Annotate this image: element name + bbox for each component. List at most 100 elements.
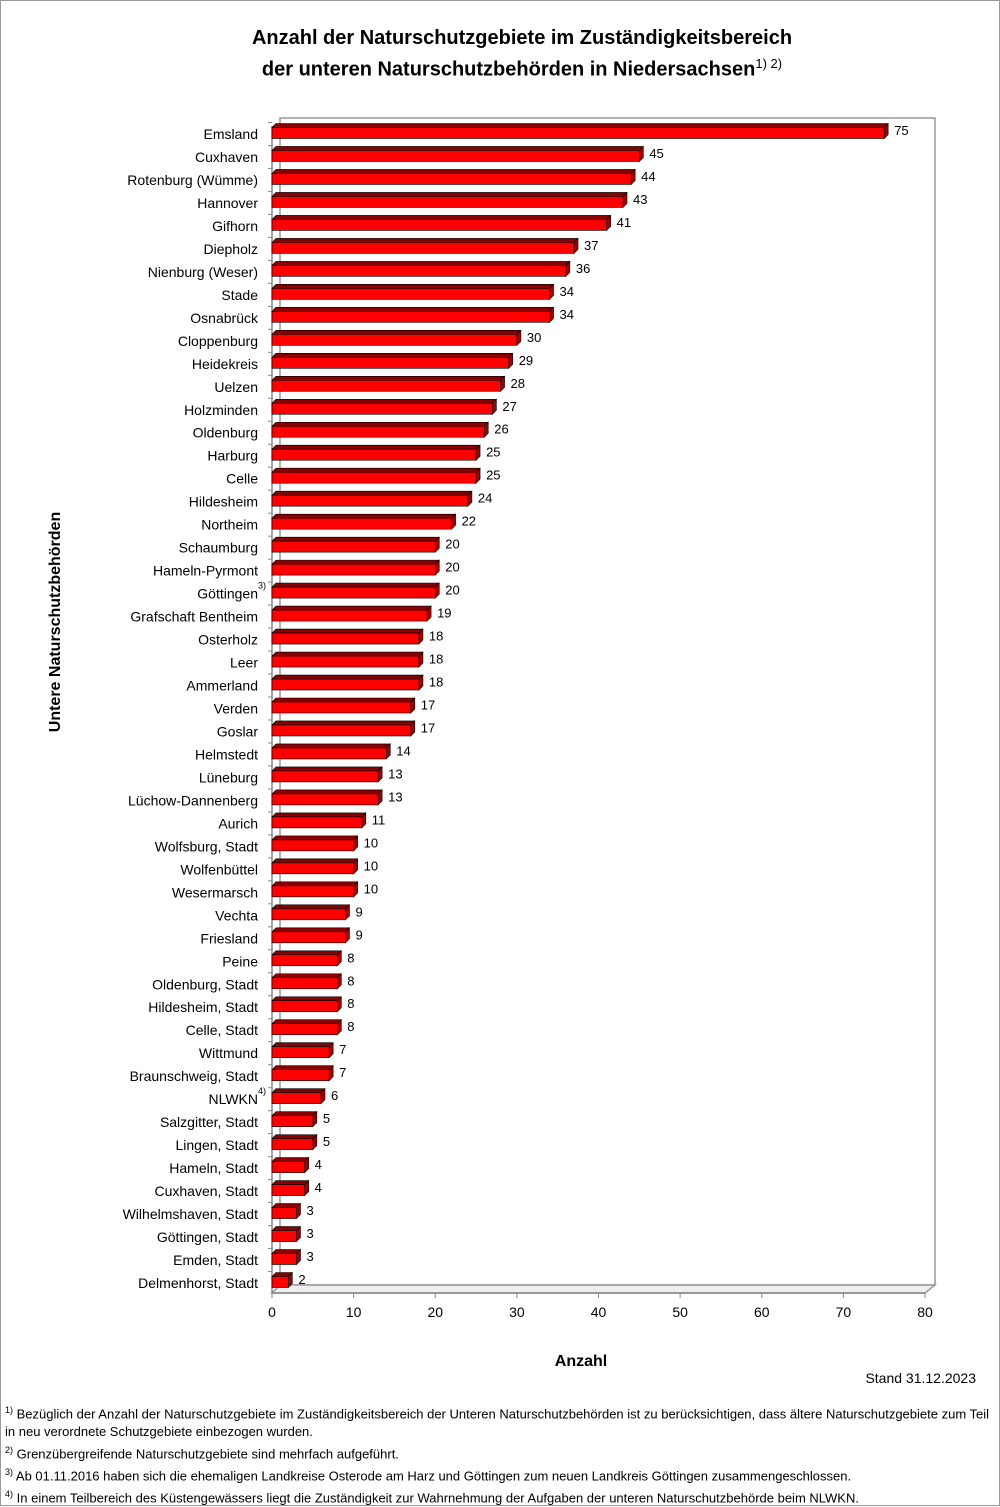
bar-top [271,421,489,427]
bar-top [271,674,424,680]
data-label: 10 [364,858,378,873]
category-label: Rotenburg (Wümme) [127,172,258,188]
data-label: 20 [445,537,459,552]
bar [271,1023,338,1036]
bar [271,196,624,208]
category-label: Grafschaft Bentheim [130,609,258,625]
x-tick-label: 30 [509,1304,525,1320]
bar-top [271,1249,302,1254]
bar [271,517,452,530]
bar [271,334,518,346]
footnote-mark: 3) [5,1467,14,1477]
category-label: Delmenhorst, Stadt [138,1275,258,1291]
category-label: Ammerland [186,678,258,694]
bar-top [271,284,555,289]
category-label: Wesermarsch [172,884,258,900]
x-tick-label: 10 [346,1304,362,1320]
bar [271,793,379,806]
bar-top [271,215,612,220]
title-text: der unteren Naturschutzbehörden in Niede… [261,58,756,81]
data-label: 17 [421,698,435,713]
category-label: Northeim [201,517,258,533]
bar [271,586,436,599]
data-label: 9 [355,927,362,942]
category-label: Cloppenburg [178,333,258,349]
bar [271,862,354,875]
data-label: 8 [347,973,354,988]
bar [271,379,501,392]
bar-top [271,973,343,979]
data-label: 43 [633,192,647,207]
bar [271,356,510,369]
category-label: Peine [222,953,258,969]
bar [271,265,567,277]
data-label: 26 [494,422,508,437]
data-label: 2 [298,1272,305,1287]
data-label: 18 [429,652,443,667]
x-tick-label: 50 [672,1304,688,1320]
bar-top [271,881,359,887]
category-label: Goslar [217,723,259,739]
category-label: Lüneburg [199,769,258,785]
bar [271,655,420,668]
footnote-text: Ab 01.11.2016 haben sich die ehemaligen … [15,1468,852,1484]
bar-top [271,1042,334,1047]
bar-top [271,1226,302,1231]
bar [271,425,485,438]
category-label: Emden, Stadt [173,1252,258,1268]
category-label: NLWKN [208,1091,258,1107]
bar [271,471,477,484]
x-tick-label: 80 [917,1304,933,1320]
data-label: 34 [560,307,574,322]
data-label: 44 [641,169,655,184]
bar [271,816,363,829]
category-label: Harburg [207,448,258,464]
bar-top [271,490,473,496]
bar [271,770,379,783]
data-label: 34 [560,284,574,299]
bar-top [271,1065,334,1070]
bar-top [271,720,416,726]
data-label: 22 [462,514,476,529]
bar-top [271,812,367,818]
category-label: Wolfsburg, Stadt [155,838,258,854]
bar [271,839,354,852]
data-label: 36 [576,261,590,276]
category-label: Schaumburg [179,540,258,556]
data-label: 45 [649,146,663,161]
bar [271,931,346,944]
y-axis-title: Untere Naturschutzbehörden [47,512,64,732]
category-label: Aurich [218,815,258,831]
bar-top [271,123,889,128]
data-label: 75 [894,123,908,138]
category-label: Osterholz [198,632,258,648]
data-label: 18 [429,629,443,644]
category-label: Vechta [215,907,258,923]
data-label: 37 [584,238,598,253]
bar-top [271,927,351,933]
bar-top [271,398,498,404]
bar [271,1046,330,1058]
bar-top [271,1203,302,1208]
bar [271,1092,322,1104]
category-label: Hannover [197,195,258,211]
bar-top [271,1180,310,1185]
bar [271,908,346,921]
category-label: Friesland [200,930,258,946]
data-label: 41 [617,215,631,230]
bar-top [271,375,506,381]
category-label: Celle, Stadt [186,1022,258,1038]
bar [271,540,436,553]
bar-top [271,835,359,841]
category-label: Salzgitter, Stadt [160,1114,258,1130]
data-label: 4 [315,1157,322,1172]
data-label: 13 [388,766,402,781]
chart-title-line-1: Anzahl der Naturschutzgebiete im Zuständ… [251,27,793,49]
data-label: 8 [347,996,354,1011]
data-label: 5 [323,1111,330,1126]
bar [271,1069,330,1081]
data-label: 7 [339,1065,346,1080]
category-label: Oldenburg [193,425,258,441]
bar-top [271,261,571,266]
